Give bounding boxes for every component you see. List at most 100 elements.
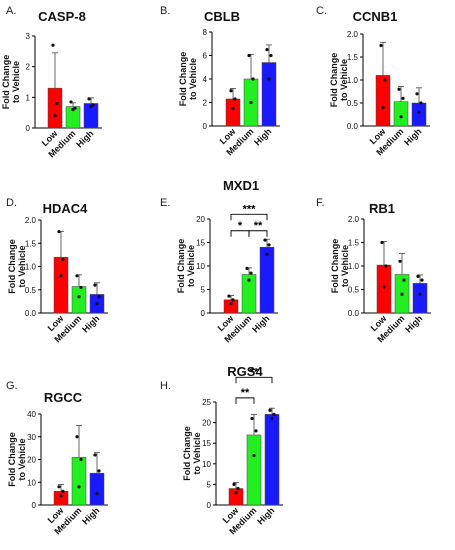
data-point	[77, 485, 81, 489]
y-tick-label: 2.0	[347, 30, 359, 39]
significance-label: **	[254, 220, 263, 232]
y-tick-label: 6	[203, 52, 208, 61]
x-category-label: High	[403, 313, 424, 334]
significance-label: *	[238, 220, 243, 232]
y-axis-label-line: Fold Change	[178, 52, 188, 107]
y-axis-label: Fold Changeto Vehicle	[7, 432, 27, 487]
data-point	[245, 266, 249, 270]
y-tick-label: 0.5	[347, 99, 359, 108]
panel-letter: C.	[316, 5, 327, 17]
panel-letter: G.	[6, 380, 18, 392]
significance-label: **	[241, 387, 250, 399]
data-point	[251, 77, 255, 81]
data-point	[249, 271, 253, 275]
chart-panel: C. CCNB1 Fold Changeto Vehicle 0.0 0.5 1.0 1.5…	[316, 5, 430, 157]
y-axis-label: Fold Changeto Vehicle	[7, 239, 27, 294]
y-tick-label: 0	[203, 122, 208, 131]
chart-title: CASP-8	[38, 9, 86, 24]
bar-low	[223, 299, 239, 314]
data-point	[247, 53, 251, 58]
data-point	[263, 238, 267, 242]
data-point	[269, 53, 273, 58]
data-point	[87, 97, 91, 101]
y-tick-label: 0.0	[348, 309, 360, 318]
panel-letter: H.	[160, 380, 171, 392]
data-point	[97, 469, 101, 473]
data-point	[231, 298, 235, 302]
data-point	[89, 104, 93, 109]
data-point	[419, 101, 423, 105]
x-category-label: High	[250, 313, 271, 334]
data-point	[415, 92, 419, 96]
y-tick-label: 0	[201, 309, 206, 318]
chart-panel: F. RB1 Fold Changeto Vehicle 0.0 0.5 1.0 1.5 2.…	[316, 197, 431, 344]
data-point	[398, 259, 402, 263]
data-point	[416, 274, 420, 278]
y-axis-label: Fold Changeto Vehicle	[1, 55, 21, 110]
bar-medium	[246, 434, 262, 506]
y-tick-label: 0	[207, 501, 212, 510]
significance-bracket	[235, 376, 273, 384]
data-point	[69, 100, 73, 104]
data-point	[267, 243, 271, 247]
data-point	[418, 292, 422, 296]
data-point	[379, 43, 383, 48]
data-point	[231, 106, 235, 110]
y-tick-label: 20	[196, 215, 205, 224]
data-point	[61, 489, 65, 493]
y-tick-label: 20	[202, 419, 211, 428]
y-axis-label-line: Fold Change	[7, 239, 17, 294]
y-axis-label-line: Fold Change	[1, 55, 11, 110]
y-tick-label: 2.0	[348, 215, 360, 224]
data-point	[399, 115, 403, 119]
data-point	[61, 257, 65, 262]
x-category-label: High	[80, 313, 101, 334]
y-tick-label: 1.5	[348, 239, 360, 248]
data-point	[381, 106, 385, 110]
y-axis-label-line: Fold Change	[176, 239, 186, 294]
chart-title: CCNB1	[353, 9, 398, 24]
y-tick-label: 2	[26, 63, 31, 72]
significance-label: ***	[243, 203, 257, 215]
y-tick-label: 0.5	[25, 286, 37, 295]
data-point	[265, 252, 269, 256]
data-point	[250, 416, 254, 421]
bar-low	[228, 488, 244, 506]
y-tick-label: 3	[26, 32, 31, 41]
bar-high	[259, 246, 275, 314]
data-point	[249, 100, 253, 105]
data-point	[268, 408, 272, 412]
data-point	[71, 108, 75, 112]
y-tick-label: 15	[202, 439, 211, 448]
bar-medium	[71, 456, 87, 506]
bar-high	[264, 414, 280, 506]
x-category-label: High	[255, 505, 276, 526]
data-point	[400, 292, 404, 296]
x-category-label: High	[252, 126, 273, 147]
data-point	[95, 302, 99, 306]
y-tick-label: 40	[27, 410, 36, 419]
y-axis-label: Fold Changeto Vehicle	[182, 426, 202, 481]
panel-letter: F.	[316, 197, 325, 209]
y-tick-label: 5	[201, 286, 206, 295]
data-point	[234, 491, 238, 495]
bar-low	[53, 256, 69, 314]
y-axis-label-line: to Vehicle	[339, 59, 349, 101]
y-tick-label: 20	[27, 456, 36, 465]
data-point	[236, 486, 240, 491]
bar-low	[47, 87, 63, 129]
y-tick-label: 1.0	[348, 262, 360, 271]
y-axis-label-line: to Vehicle	[17, 438, 27, 480]
bar-low	[225, 98, 241, 127]
y-axis-label-line: Fold Change	[7, 432, 17, 487]
data-point	[57, 485, 61, 489]
y-tick-label: 1	[26, 93, 31, 102]
panel-letter: D.	[6, 197, 17, 209]
panel-letter: E.	[160, 197, 170, 209]
y-tick-label: 30	[27, 433, 36, 442]
data-point	[77, 295, 81, 299]
data-point	[79, 285, 83, 290]
bar-high	[412, 283, 428, 314]
